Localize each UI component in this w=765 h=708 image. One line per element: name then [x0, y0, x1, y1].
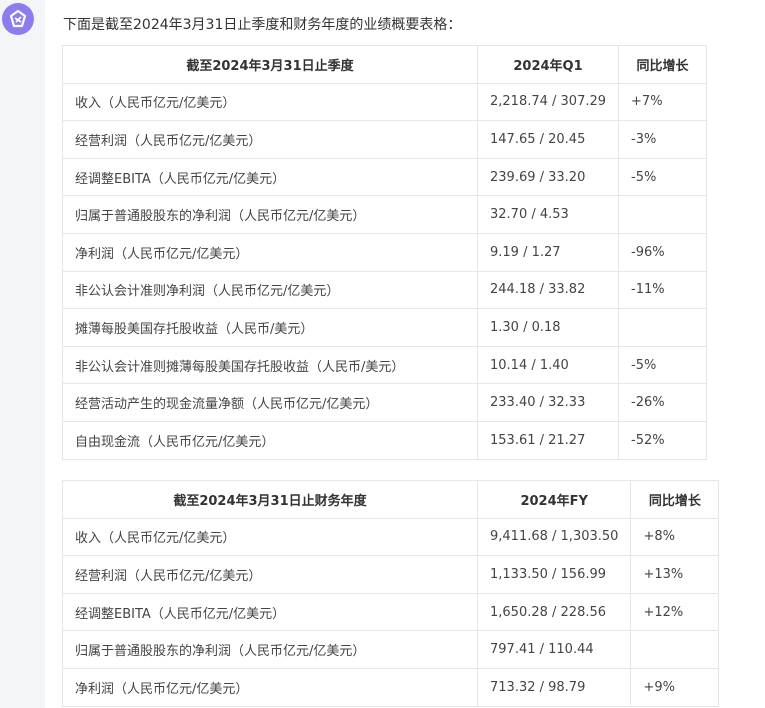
table-row: 自由现金流（人民币亿元/亿美元） 153.61 / 21.27 -52% — [62, 420, 708, 460]
value-cell: 1.30 / 0.18 — [476, 308, 620, 347]
table-row: 归属于普通股股东的净利润（人民币亿元/亿美元） 32.70 / 4.53 — [62, 195, 708, 234]
column-header: 截至2024年3月31日止财务年度 — [62, 480, 478, 519]
table-row: 经营利润（人民币亿元/亿美元） 1,133.50 / 156.99 +13% — [62, 555, 720, 594]
growth-cell: -5% — [618, 345, 708, 385]
growth-cell: -26% — [618, 383, 708, 422]
growth-cell: -96% — [618, 232, 708, 272]
value-cell: 32.70 / 4.53 — [476, 195, 620, 234]
table-row: 经调整EBITA（人民币亿元/亿美元） 239.69 / 33.20 -5% — [62, 157, 708, 197]
metric-cell: 归属于普通股股东的净利润（人民币亿元/亿美元） — [62, 195, 478, 234]
sidebar-strip — [0, 0, 45, 708]
growth-cell: -52% — [618, 420, 708, 460]
metric-cell: 摊薄每股美国存托股收益（人民币/美元） — [62, 308, 478, 347]
table-row: 收入（人民币亿元/亿美元） 9,411.68 / 1,303.50 +8% — [62, 517, 720, 557]
table-row: 净利润（人民币亿元/亿美元） 713.32 / 98.79 +9% — [62, 667, 720, 707]
value-cell: 2,218.74 / 307.29 — [476, 82, 620, 122]
column-header: 同比增长 — [630, 480, 720, 519]
assistant-avatar — [2, 3, 34, 35]
growth-cell: -3% — [618, 120, 708, 159]
value-cell: 9.19 / 1.27 — [476, 232, 620, 272]
value-cell: 10.14 / 1.40 — [476, 345, 620, 385]
value-cell: 153.61 / 21.27 — [476, 420, 620, 460]
assistant-logo-icon — [9, 9, 27, 28]
metric-cell: 经营活动产生的现金流量净额（人民币亿元/亿美元） — [62, 383, 478, 422]
metric-cell: 经营利润（人民币亿元/亿美元） — [62, 555, 478, 594]
table-row: 摊薄每股美国存托股收益（人民币/美元） 1.30 / 0.18 — [62, 308, 708, 347]
table-row: 收入（人民币亿元/亿美元） 2,218.74 / 307.29 +7% — [62, 82, 708, 122]
metric-cell: 非公认会计准则净利润（人民币亿元/亿美元） — [62, 270, 478, 310]
value-cell: 9,411.68 / 1,303.50 — [476, 517, 632, 557]
value-cell: 1,133.50 / 156.99 — [476, 555, 632, 594]
metric-cell: 经调整EBITA（人民币亿元/亿美元） — [62, 592, 478, 632]
table-row: 经营活动产生的现金流量净额（人民币亿元/亿美元） 233.40 / 32.33 -2… — [62, 383, 708, 422]
metric-cell: 归属于普通股股东的净利润（人民币亿元/亿美元） — [62, 630, 478, 669]
growth-cell: +9% — [630, 667, 720, 707]
metric-cell: 收入（人民币亿元/亿美元） — [62, 82, 478, 122]
column-header: 截至2024年3月31日止季度 — [62, 45, 478, 84]
table-row: 净利润（人民币亿元/亿美元） 9.19 / 1.27 -96% — [62, 232, 708, 272]
table-row: 非公认会计准则摊薄每股美国存托股收益（人民币/美元） 10.14 / 1.40 -5… — [62, 345, 708, 385]
growth-cell: -5% — [618, 157, 708, 197]
table-header-row: 截至2024年3月31日止季度 2024年Q1 同比增长 — [62, 45, 708, 84]
growth-cell — [630, 630, 720, 669]
value-cell: 1,650.28 / 228.56 — [476, 592, 632, 632]
table-header-row: 截至2024年3月31日止财务年度 2024年FY 同比增长 — [62, 480, 720, 519]
value-cell: 147.65 / 20.45 — [476, 120, 620, 159]
metric-cell: 净利润（人民币亿元/亿美元） — [62, 667, 478, 707]
growth-cell: -11% — [618, 270, 708, 310]
metric-cell: 收入（人民币亿元/亿美元） — [62, 517, 478, 557]
table-row: 经营利润（人民币亿元/亿美元） 147.65 / 20.45 -3% — [62, 120, 708, 159]
column-header: 同比增长 — [618, 45, 708, 84]
table-row: 归属于普通股股东的净利润（人民币亿元/亿美元） 797.41 / 110.44 — [62, 630, 720, 669]
growth-cell: +8% — [630, 517, 720, 557]
value-cell: 233.40 / 32.33 — [476, 383, 620, 422]
metric-cell: 非公认会计准则摊薄每股美国存托股收益（人民币/美元） — [62, 345, 478, 385]
column-header: 2024年Q1 — [476, 45, 620, 84]
metric-cell: 自由现金流（人民币亿元/亿美元） — [62, 420, 478, 460]
growth-cell — [618, 308, 708, 347]
intro-text: 下面是截至2024年3月31日止季度和财务年度的业绩概要表格： — [63, 17, 462, 33]
metric-cell: 经营利润（人民币亿元/亿美元） — [62, 120, 478, 159]
growth-cell: +12% — [630, 592, 720, 632]
growth-cell: +13% — [630, 555, 720, 594]
value-cell: 239.69 / 33.20 — [476, 157, 620, 197]
table-row: 经调整EBITA（人民币亿元/亿美元） 1,650.28 / 228.56 +12% — [62, 592, 720, 632]
column-header: 2024年FY — [476, 480, 632, 519]
table-row: 非公认会计准则净利润（人民币亿元/亿美元） 244.18 / 33.82 -11% — [62, 270, 708, 310]
value-cell: 244.18 / 33.82 — [476, 270, 620, 310]
growth-cell: +7% — [618, 82, 708, 122]
value-cell: 713.32 / 98.79 — [476, 667, 632, 707]
fiscal-year-summary-table: 截至2024年3月31日止财务年度 2024年FY 同比增长 收入（人民币亿元/亿美元… — [62, 480, 720, 707]
quarter-summary-table: 截至2024年3月31日止季度 2024年Q1 同比增长 收入（人民币亿元/亿美元） 2… — [62, 45, 708, 460]
growth-cell — [618, 195, 708, 234]
metric-cell: 经调整EBITA（人民币亿元/亿美元） — [62, 157, 478, 197]
value-cell: 797.41 / 110.44 — [476, 630, 632, 669]
metric-cell: 净利润（人民币亿元/亿美元） — [62, 232, 478, 272]
